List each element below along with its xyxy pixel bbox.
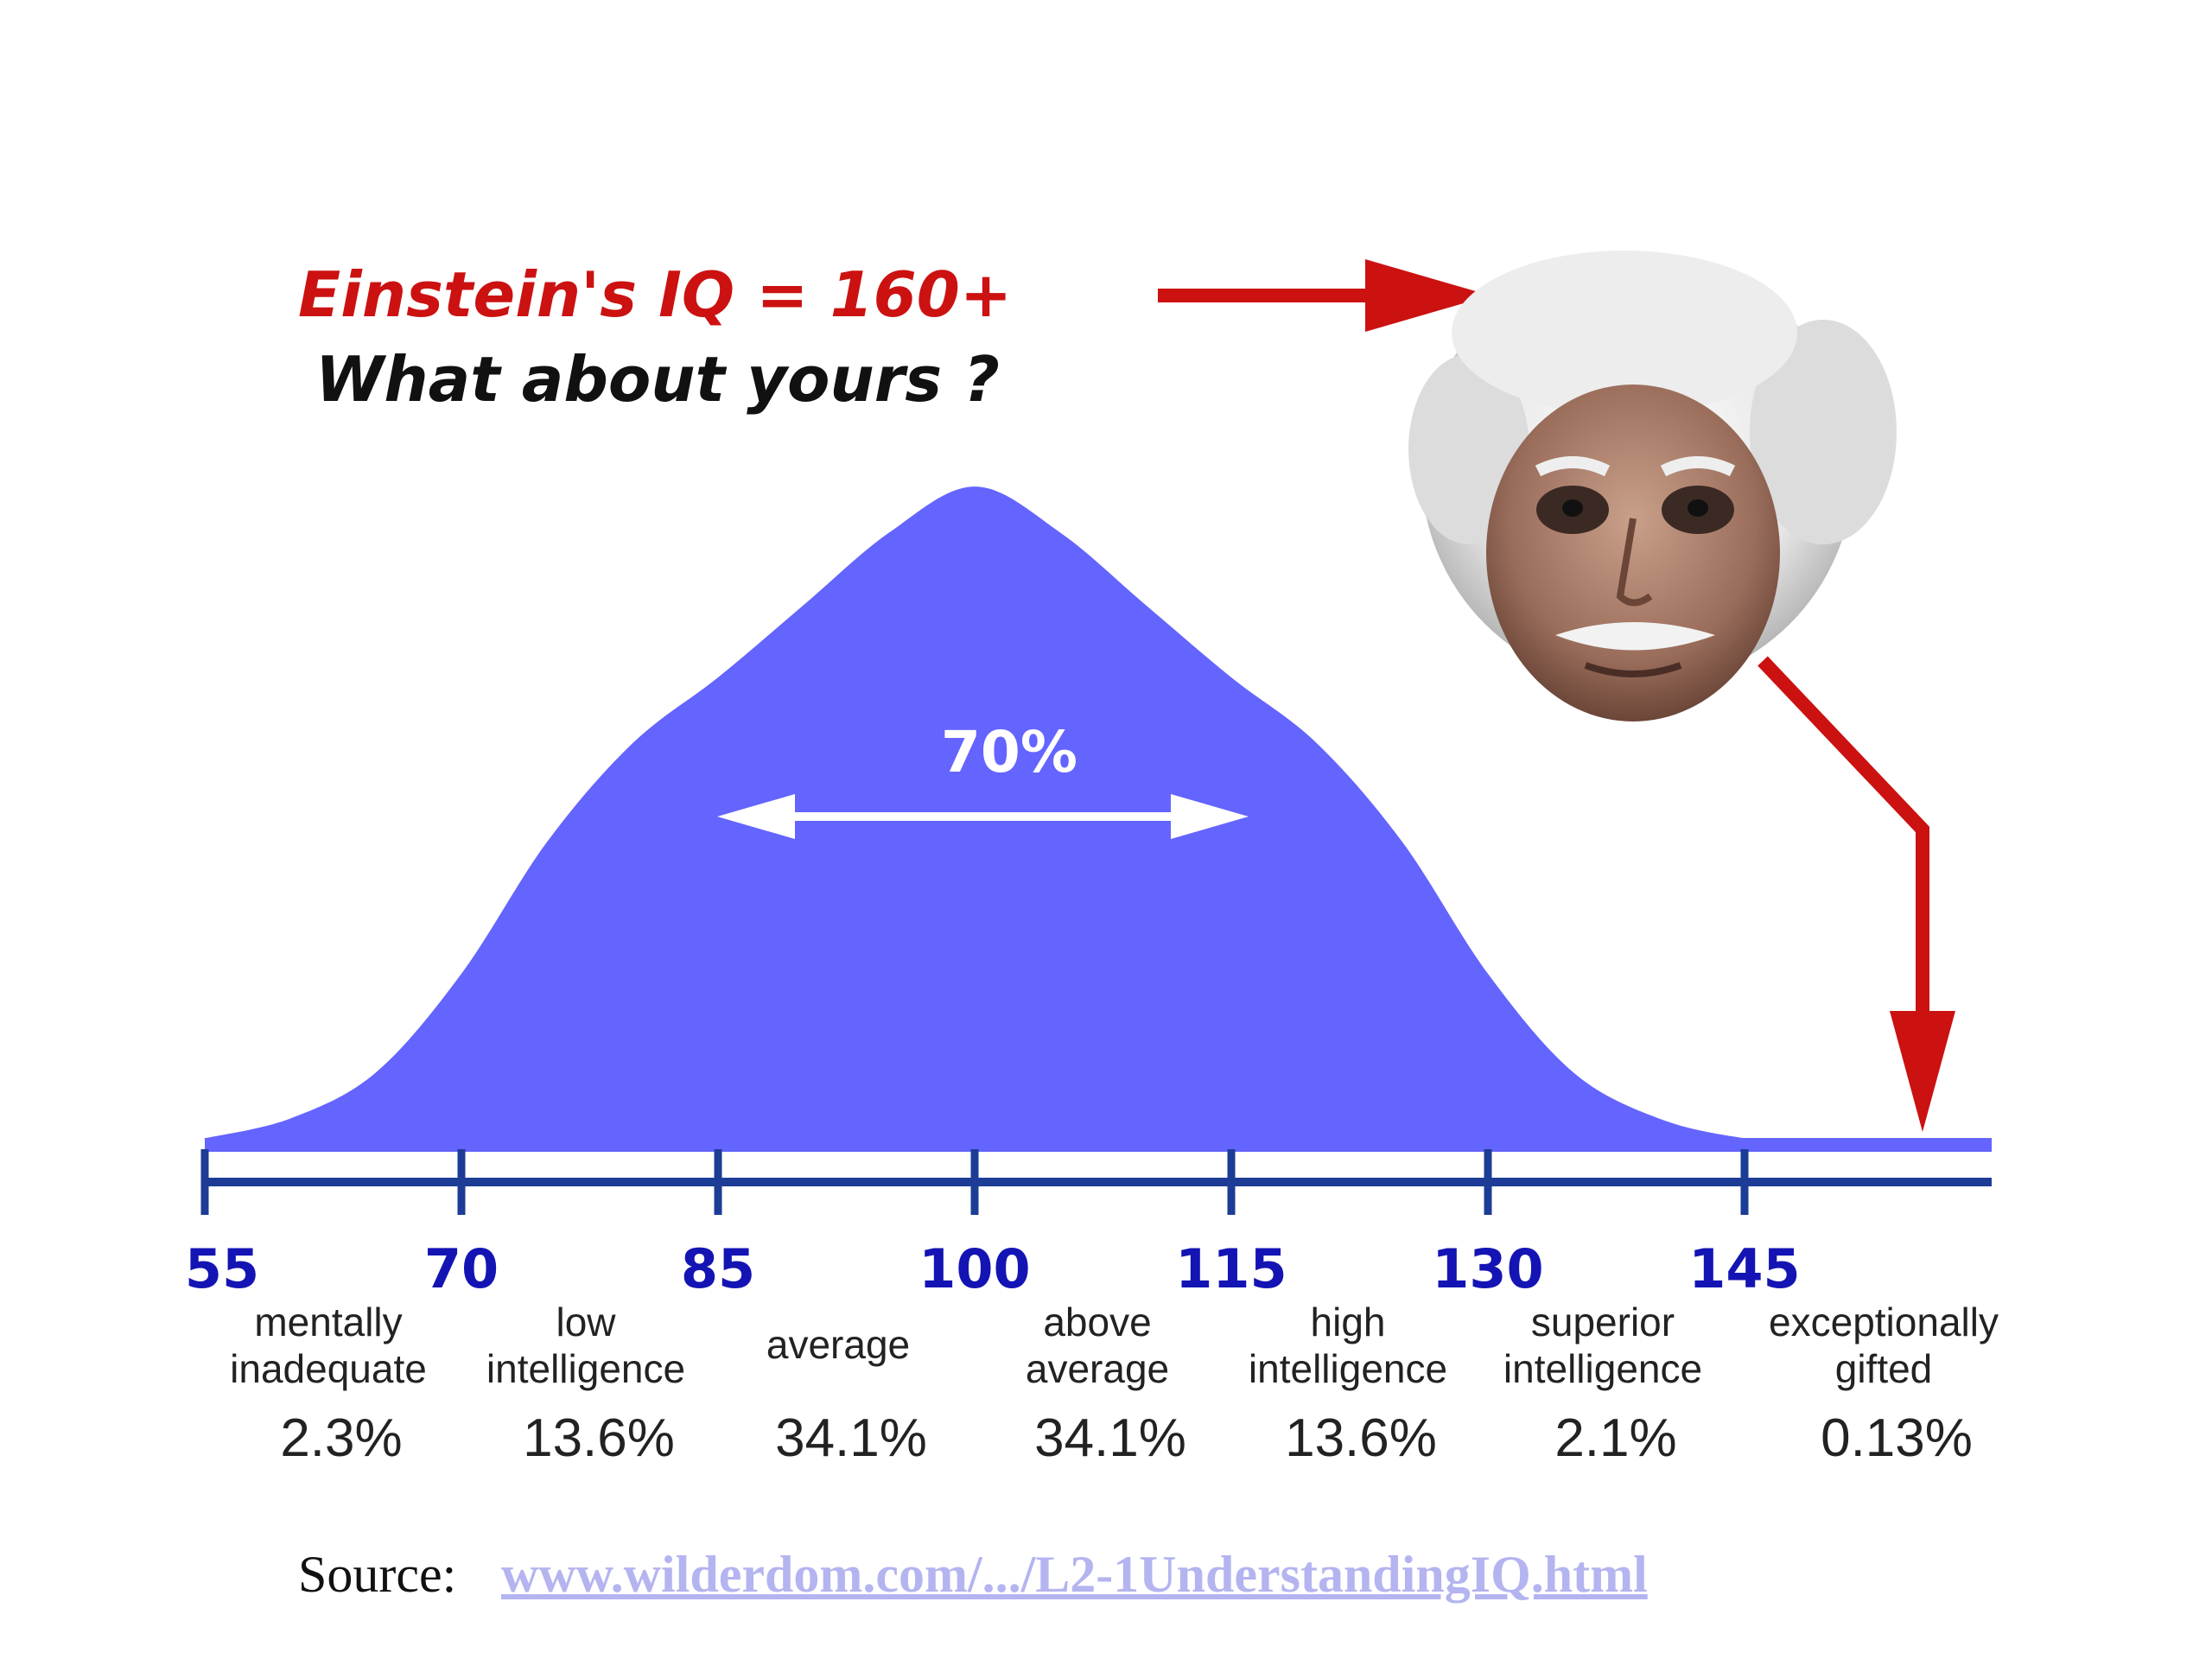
category-percent: 0.13% (1821, 1408, 1973, 1468)
x-axis-tick-labels: 55 70 85 100 115 130 145 (185, 1237, 1801, 1300)
x-tick-label: 55 (185, 1237, 259, 1300)
annotation-arrow-head (1171, 794, 1249, 839)
curve-baseline-band (205, 1138, 1992, 1152)
category-label: low (556, 1300, 616, 1344)
annotation-label: 70% (941, 719, 1077, 785)
x-tick-label: 145 (1688, 1237, 1800, 1300)
category-label: intelligence (1249, 1346, 1447, 1391)
source-link[interactable]: www.wilderdom.com/.../L2-1UnderstandingI… (501, 1546, 1648, 1603)
category-percent: 13.6% (523, 1408, 675, 1468)
x-tick-label: 70 (424, 1237, 499, 1300)
category-percent: 2.1% (1554, 1408, 1676, 1468)
category-label: gifted (1835, 1346, 1933, 1391)
x-tick-label: 100 (918, 1237, 1030, 1300)
category-label: above (1043, 1300, 1151, 1344)
headline-what-about-yours: What about yours ? (315, 343, 1000, 416)
category-label: mentally (254, 1300, 402, 1344)
category-label: intelligence (486, 1346, 685, 1391)
category-label: exceptionally (1769, 1300, 1999, 1344)
headline-arrow (1158, 259, 1491, 332)
bell-curve-chart: 55 70 85 100 115 130 145 70% mentallyinadequat… (185, 486, 2001, 1468)
category-label: superior (1531, 1300, 1675, 1344)
iq-categories: mentallyinadequate2.3%lowintelligence13.… (230, 1300, 1999, 1468)
category-label: average (1026, 1346, 1169, 1391)
category-percent: 2.3% (280, 1408, 402, 1468)
einstein-marker-arrow (1758, 656, 1955, 1132)
x-tick-label: 130 (1432, 1237, 1543, 1300)
category-percent: 13.6% (1285, 1408, 1437, 1468)
seventy-percent-annotation: 70% (717, 719, 1249, 839)
source-prefix: Source: (298, 1546, 456, 1603)
headline-einstein-iq: Einstein's IQ = 160+ (298, 258, 1012, 331)
einstein-portrait (1408, 251, 1897, 721)
category-percent: 34.1% (1034, 1408, 1186, 1468)
x-axis-ticks (200, 1149, 1749, 1215)
annotation-arrow-head (717, 794, 795, 839)
x-tick-label: 115 (1175, 1237, 1287, 1300)
category-label: inadequate (230, 1346, 427, 1391)
category-label: average (766, 1322, 910, 1367)
category-label: high (1311, 1300, 1386, 1344)
category-label: intelligence (1503, 1346, 1702, 1391)
iq-category: average 34.1% (766, 1322, 927, 1468)
x-tick-label: 85 (681, 1237, 755, 1300)
category-percent: 34.1% (775, 1408, 927, 1468)
